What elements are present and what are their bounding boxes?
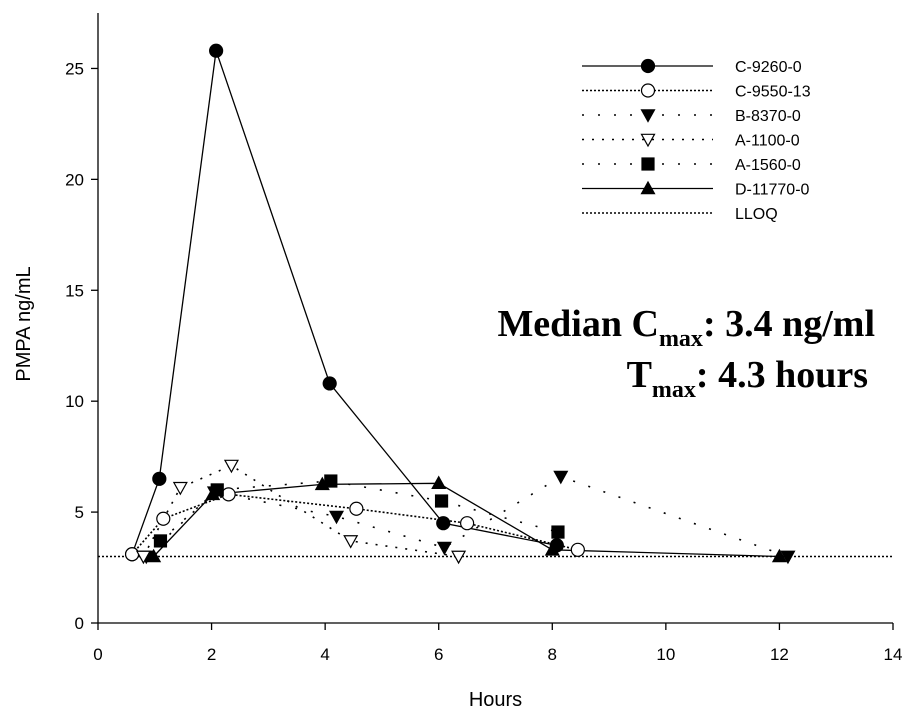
data-point-a-1100-0: [223, 459, 239, 474]
data-point-a-1560-0: [551, 525, 565, 539]
x-axis-title: Hours: [469, 689, 522, 711]
data-point-c-9260-0: [436, 516, 451, 531]
median-cmax-annotation: Median Cmax: 3.4 ng/ml: [497, 303, 875, 352]
x-tick-label: 12: [770, 645, 789, 664]
legend-label: A-1100-0: [735, 133, 800, 150]
data-point-a-1560-0: [434, 494, 449, 508]
axes: 0 2 4 6 8 10 12 14 0 5 10 15 20 25 Hours PMPA ng/mL: [13, 13, 902, 711]
data-point-c-9550-13: [156, 511, 171, 526]
data-point-d-11770-0: [314, 476, 330, 491]
legend-label: D-11770-0: [735, 182, 810, 199]
x-tick-label: 14: [884, 645, 903, 664]
y-tick-label: 25: [65, 59, 84, 78]
data-point-c-9550-13: [460, 516, 475, 531]
x-tick-label: 6: [434, 645, 443, 664]
x-tick-label: 8: [548, 645, 557, 664]
data-point-d-11770-0: [771, 548, 787, 563]
data-point-d-11770-0: [146, 548, 162, 563]
legend-marker: [640, 133, 656, 148]
x-tick-label: 10: [656, 645, 675, 664]
data-point-a-1100-0: [451, 550, 467, 565]
plot-area: [98, 43, 893, 565]
data-point-c-9260-0: [209, 43, 224, 58]
data-point-c-9550-13: [221, 487, 236, 502]
data-point-c-9550-13: [570, 542, 585, 557]
data-point-b-8370-0: [780, 550, 796, 565]
y-tick-label: 5: [75, 503, 84, 522]
y-tick-label: 10: [65, 392, 84, 411]
data-point-d-11770-0: [544, 542, 560, 556]
legend-marker: [640, 180, 656, 195]
legend-label: LLOQ: [735, 206, 778, 223]
data-point-a-1100-0: [135, 550, 151, 565]
y-tick-label: 15: [65, 281, 84, 300]
legend-label: A-1560-0: [735, 157, 801, 174]
legend: C-9260-0 C-9550-13 B-8370-0 A-1100-0 A-1560-…: [582, 58, 811, 223]
legend-marker: [641, 157, 655, 171]
legend-label: C-9550-13: [735, 84, 811, 101]
data-point-a-1100-0: [172, 481, 188, 496]
data-point-c-9550-13: [349, 501, 364, 516]
legend-marker: [640, 109, 656, 123]
legend-marker: [640, 83, 656, 98]
legend-label: B-8370-0: [735, 108, 801, 125]
y-tick-label: 20: [65, 170, 84, 189]
series-line-d-11770-0: [153, 482, 780, 558]
y-axis-title: PMPA ng/mL: [13, 266, 35, 381]
data-point-d-11770-0: [205, 486, 221, 501]
series-line-c-9260-0: [131, 50, 557, 555]
x-tick-label: 4: [320, 645, 329, 664]
x-tick-label: 0: [93, 645, 102, 664]
data-point-a-1560-0: [153, 534, 168, 548]
data-point-b-8370-0: [553, 470, 569, 485]
data-point-b-8370-0: [328, 510, 345, 525]
data-point-c-9550-13: [124, 547, 140, 562]
legend-label: C-9260-0: [735, 59, 802, 76]
y-tick-label: 0: [75, 614, 84, 633]
legend-marker: [640, 58, 656, 74]
data-point-d-11770-0: [431, 475, 447, 490]
data-point-c-9260-0: [322, 376, 337, 391]
data-point-b-8370-0: [436, 541, 452, 556]
series-line-a-1100-0: [142, 464, 459, 558]
series-line-c-9550-13: [131, 493, 578, 555]
x-tick-label: 2: [207, 645, 216, 664]
data-point-a-1560-0: [324, 474, 338, 488]
tmax-annotation: Tmax: 4.3 hours: [627, 354, 868, 403]
data-point-c-9260-0: [152, 471, 167, 486]
data-point-a-1100-0: [343, 535, 359, 549]
